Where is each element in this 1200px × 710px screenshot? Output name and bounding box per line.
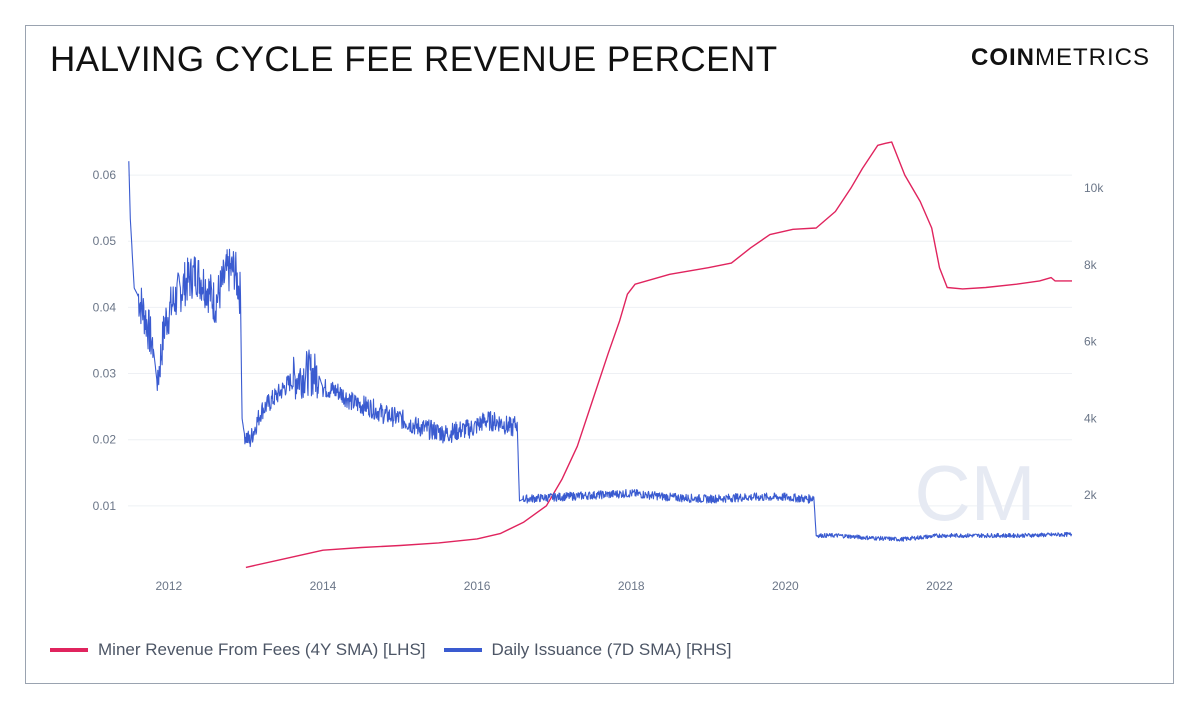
legend-label-fees: Miner Revenue From Fees (4Y SMA) [LHS] <box>98 640 426 659</box>
left-tick-label: 0.04 <box>93 300 117 314</box>
right-tick-label: 2k <box>1084 488 1098 502</box>
brand-logo: COINMETRICS <box>971 44 1150 72</box>
legend-swatch-fees <box>50 648 88 652</box>
x-tick-label: 2012 <box>155 579 182 593</box>
grid-lines <box>128 174 1072 507</box>
legend: Miner Revenue From Fees (4Y SMA) [LHS] D… <box>50 640 749 660</box>
watermark-logo: CM <box>914 449 1035 537</box>
legend-label-issuance: Daily Issuance (7D SMA) [RHS] <box>491 640 732 659</box>
chart-title: HALVING CYCLE FEE REVENUE PERCENT <box>50 40 778 79</box>
series-line-fees <box>245 141 1072 569</box>
left-tick-label: 0.06 <box>93 168 117 182</box>
left-tick-label: 0.03 <box>93 367 117 381</box>
x-tick-label: 2020 <box>772 579 799 593</box>
legend-swatch-issuance <box>443 648 482 652</box>
brand-logo-bold: COIN <box>971 44 1035 71</box>
series-layer <box>128 141 1073 569</box>
right-tick-label: 8k <box>1084 258 1098 272</box>
legend-item-issuance[interactable]: Daily Issuance (7D SMA) [RHS] <box>443 640 732 660</box>
left-tick-label: 0.01 <box>93 499 117 513</box>
left-tick-label: 0.02 <box>93 433 117 447</box>
brand-logo-light: METRICS <box>1035 44 1150 71</box>
series-line-issuance <box>128 161 1073 542</box>
legend-item-fees[interactable]: Miner Revenue From Fees (4Y SMA) [LHS] <box>50 640 426 660</box>
chart-frame <box>25 25 1174 684</box>
left-tick-label: 0.05 <box>93 234 117 248</box>
right-tick-label: 10k <box>1084 181 1104 195</box>
left-axis-ticks: 0.01 0.02 0.03 0.04 0.05 0.06 <box>93 168 117 513</box>
x-tick-label: 2016 <box>464 579 491 593</box>
x-tick-label: 2022 <box>926 579 953 593</box>
x-tick-label: 2014 <box>310 579 337 593</box>
right-tick-label: 4k <box>1084 411 1098 425</box>
right-axis-ticks: 2k 4k 6k 8k 10k <box>1084 181 1104 502</box>
x-tick-label: 2018 <box>618 579 645 593</box>
right-tick-label: 6k <box>1084 335 1098 349</box>
x-axis-ticks: 2012 2014 2016 2018 2020 2022 <box>155 579 953 593</box>
